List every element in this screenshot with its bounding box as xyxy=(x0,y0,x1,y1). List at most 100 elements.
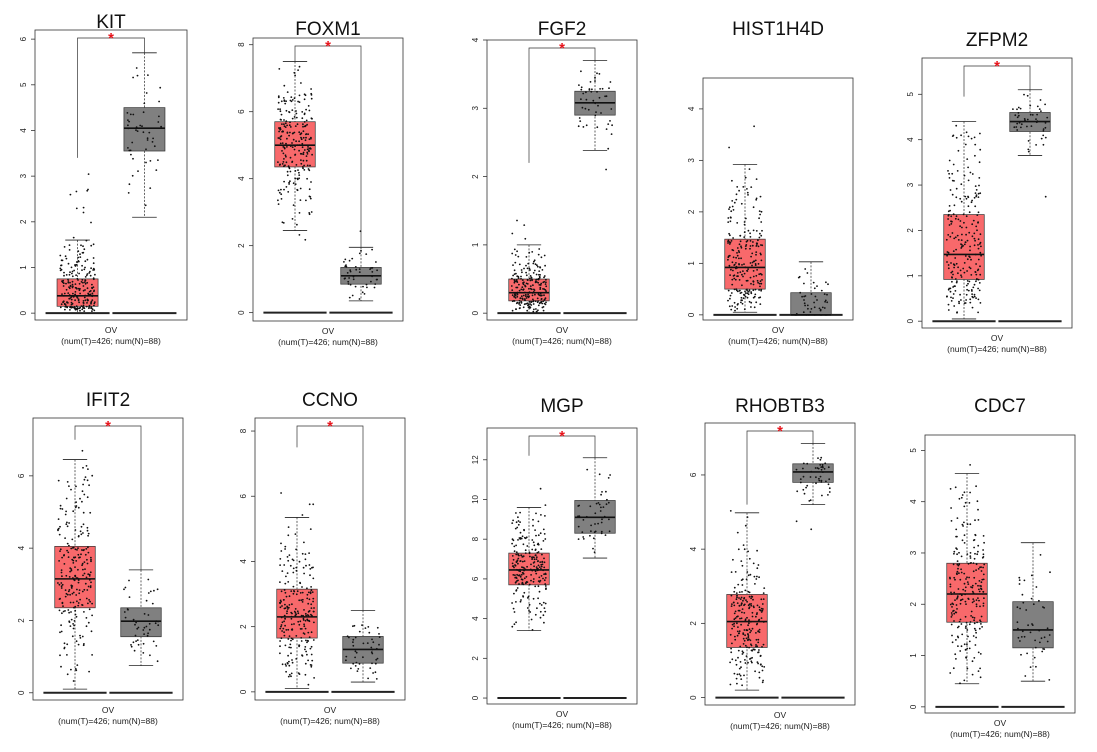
data-point xyxy=(92,267,95,270)
data-point xyxy=(289,99,292,102)
data-point xyxy=(304,646,307,648)
data-point xyxy=(814,295,817,298)
data-point xyxy=(288,167,291,170)
data-point xyxy=(293,131,296,134)
data-point xyxy=(582,538,585,540)
data-point xyxy=(598,503,601,506)
data-point xyxy=(757,263,760,265)
data-point xyxy=(283,84,286,87)
data-point xyxy=(378,643,380,646)
data-point xyxy=(958,551,960,554)
data-point xyxy=(142,131,145,134)
data-point xyxy=(83,281,86,283)
data-point xyxy=(827,483,830,486)
data-point xyxy=(294,154,296,156)
data-point xyxy=(537,585,540,588)
data-point xyxy=(736,615,738,618)
data-point xyxy=(1038,629,1041,632)
data-point xyxy=(590,524,592,527)
data-point xyxy=(522,306,525,309)
data-point xyxy=(69,271,71,274)
x-label: OV xyxy=(991,333,1004,343)
data-point xyxy=(306,153,309,155)
data-point xyxy=(728,243,731,245)
data-point xyxy=(947,214,950,217)
data-point xyxy=(1016,108,1018,111)
data-point xyxy=(741,284,743,287)
data-point xyxy=(731,658,734,661)
data-point xyxy=(820,314,823,316)
data-point xyxy=(971,590,974,593)
data-point xyxy=(954,486,957,489)
data-point xyxy=(86,529,89,532)
data-point xyxy=(528,292,531,294)
data-point xyxy=(757,281,759,284)
data-point xyxy=(582,92,585,95)
data-point xyxy=(74,613,77,616)
data-point xyxy=(277,161,279,164)
data-point xyxy=(729,297,731,300)
data-point xyxy=(972,592,975,594)
data-point xyxy=(1026,94,1029,97)
data-point xyxy=(750,301,753,304)
data-point xyxy=(300,162,303,165)
data-point xyxy=(734,278,737,281)
data-point xyxy=(533,259,536,262)
data-point xyxy=(522,583,525,586)
data-point xyxy=(59,306,62,309)
data-point xyxy=(966,239,969,242)
data-point xyxy=(82,304,85,307)
y-tick-label: 5 xyxy=(19,82,28,87)
data-point xyxy=(68,544,70,547)
data-point xyxy=(531,294,534,297)
data-point xyxy=(91,654,93,656)
data-point xyxy=(288,554,291,556)
points-N xyxy=(126,67,163,207)
data-point xyxy=(804,304,806,307)
data-point xyxy=(736,275,738,278)
data-point xyxy=(731,278,734,281)
data-point xyxy=(541,553,543,556)
data-point xyxy=(285,155,287,158)
data-point xyxy=(965,578,967,580)
data-point xyxy=(963,534,966,537)
data-point xyxy=(535,572,538,575)
data-point xyxy=(310,211,313,213)
data-point xyxy=(66,542,69,545)
data-point xyxy=(82,574,84,577)
data-point xyxy=(534,570,537,573)
data-point xyxy=(949,488,952,490)
data-point xyxy=(518,554,520,557)
data-point xyxy=(799,478,802,480)
data-point xyxy=(81,590,84,593)
y-tick-label: 10 xyxy=(471,494,480,503)
data-point xyxy=(87,532,90,535)
data-point xyxy=(969,298,972,301)
points-T xyxy=(57,449,94,682)
data-point xyxy=(964,241,967,244)
data-point xyxy=(743,272,746,275)
data-point xyxy=(515,512,517,514)
data-point xyxy=(522,283,525,286)
data-point xyxy=(362,285,364,288)
data-point xyxy=(136,639,139,641)
data-point xyxy=(88,579,91,581)
data-point xyxy=(290,623,293,626)
data-point xyxy=(520,599,522,601)
data-point xyxy=(762,679,764,682)
points-T xyxy=(945,124,982,314)
data-point xyxy=(956,596,959,599)
data-point xyxy=(346,272,349,274)
data-point xyxy=(525,536,528,539)
data-point xyxy=(295,569,298,572)
data-point xyxy=(349,269,352,272)
data-point xyxy=(965,603,967,605)
data-point xyxy=(952,213,955,216)
data-point xyxy=(966,280,969,282)
data-point xyxy=(748,168,751,171)
data-point xyxy=(974,253,977,256)
data-point xyxy=(730,240,733,242)
data-point xyxy=(803,302,806,305)
data-point xyxy=(83,611,85,613)
